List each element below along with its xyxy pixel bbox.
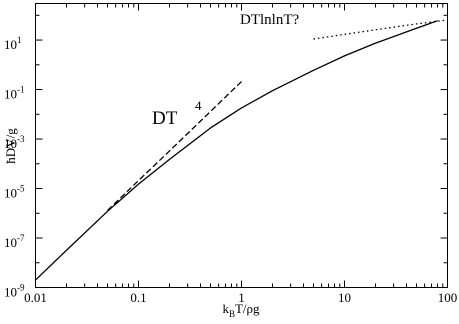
axis-tick-labels: 0.01 0.1 1 10 100 10-9 10-7 10-5 10-3 10-1 101: [4, 35, 457, 305]
x-tick-label: 100: [438, 290, 458, 305]
x-axis-label: kBT/ρg: [222, 301, 260, 319]
annotation-dtlnlnt: DTlnlnT?: [240, 12, 299, 28]
series-line-solid: [35, 20, 438, 281]
data-series: [35, 19, 448, 281]
series-line-dashed: [107, 81, 242, 211]
x-tick-label: 0.01: [24, 290, 47, 305]
x-tick-label: 10: [338, 290, 351, 305]
y-tick-label: 101: [4, 35, 22, 52]
y-axis-label: ħDV/g: [3, 128, 18, 164]
y-tick-label: 10-3: [4, 134, 25, 151]
plot-frame: [35, 3, 448, 288]
y-tick-label: 10-5: [4, 184, 25, 201]
y-tick-label: 10-1: [4, 85, 25, 102]
annotation-dt4: DT: [152, 108, 178, 129]
x-tick-label: 1: [238, 290, 245, 305]
y-tick-label: 10-7: [4, 233, 25, 250]
x-tick-label: 0.1: [130, 290, 146, 305]
annotation-dt4-exponent: 4: [195, 98, 202, 113]
y-tick-label: 10-9: [4, 283, 25, 300]
